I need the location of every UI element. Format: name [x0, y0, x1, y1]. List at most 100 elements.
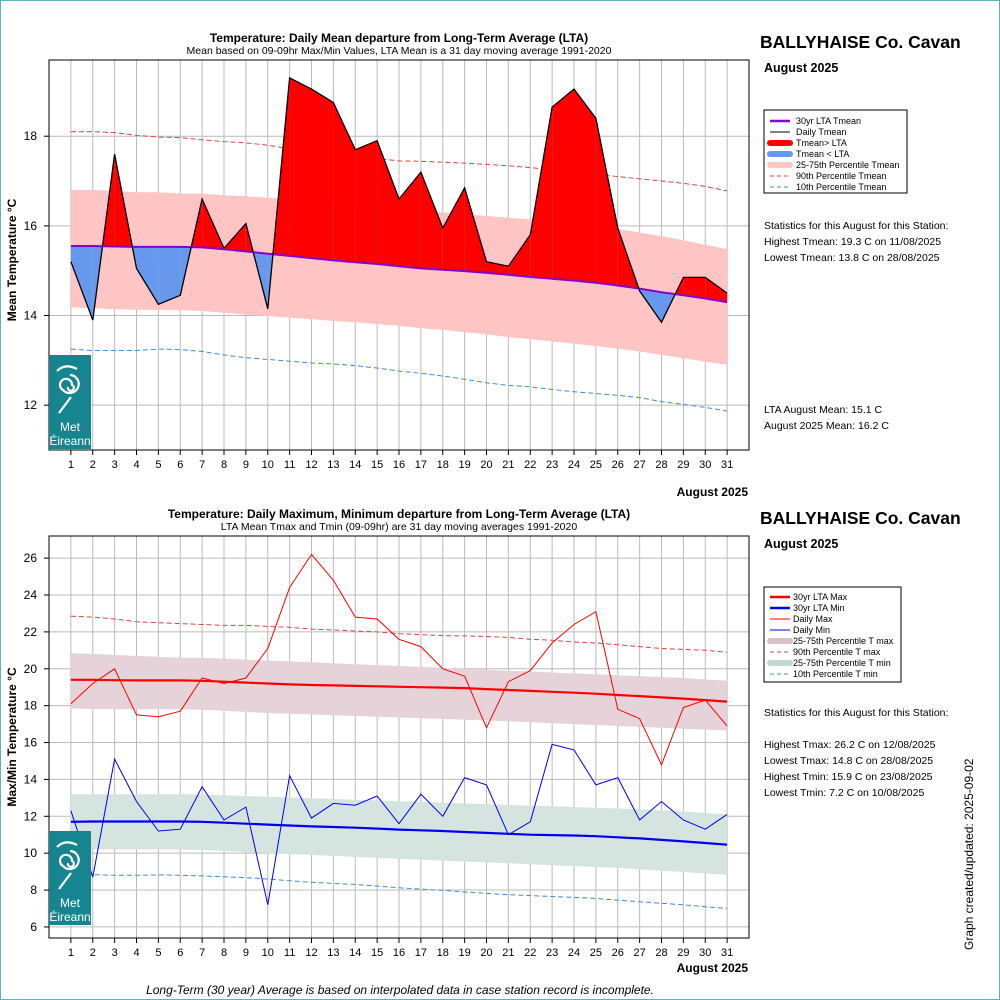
bottom-x-tick-label: 2 — [90, 947, 96, 959]
top-x-tick-label: 7 — [199, 459, 205, 471]
bottom-y-tick-label: 22 — [24, 625, 38, 639]
area-below-lta — [136, 246, 159, 305]
top-x-tick-label: 21 — [502, 459, 514, 471]
top-x-tick-label: 26 — [612, 459, 624, 471]
logo-text-met: Met — [60, 896, 81, 910]
bottom-line-daily-min — [70, 743, 728, 905]
bottom-month: August 2025 — [764, 537, 838, 551]
legend-label: 90th Percentile T max — [793, 647, 881, 657]
bottom-x-tick-label: 8 — [221, 947, 227, 959]
top-x-ticks: 1 2 3 4 5 6 7 8 9 10 11 12 13 14 15 16 17 18 19 20 21 22 23 24 2… — [68, 450, 733, 471]
legend-label: Daily Max — [793, 614, 833, 624]
bottom-x-tick-label: 4 — [133, 947, 139, 959]
spiral-icon — [56, 841, 80, 890]
met-eireann-logo — [49, 831, 91, 925]
top-x-tick-label: 13 — [327, 459, 339, 471]
area-above-lta — [355, 140, 378, 264]
area-above-lta — [442, 187, 465, 272]
bottom-x-tick-label: 31 — [721, 947, 733, 959]
top-x-tick-label: 19 — [459, 459, 471, 471]
top-x-tick-label: 3 — [112, 459, 118, 471]
graph-created-label: Graph created/updated: 2025-09-02 — [962, 758, 976, 950]
legend-label: 90th Percentile Tmean — [796, 171, 886, 181]
bottom-x-tick-label: 13 — [327, 947, 339, 959]
area-below-lta — [158, 246, 181, 305]
bottom-line-daily-max — [70, 553, 728, 766]
top-x-tick-label: 24 — [568, 459, 580, 471]
bottom-x-tick-label: 26 — [612, 947, 624, 959]
bottom-x-tick-label: 5 — [155, 947, 161, 959]
bottom-y-tick-label: 18 — [24, 699, 38, 713]
top-x-tick-label: 10 — [262, 459, 274, 471]
top-x-tick-label: 27 — [634, 459, 646, 471]
bottom-x-tick-label: 18 — [437, 947, 449, 959]
footer-note: Long-Term (30 year) Average is based on … — [146, 983, 654, 997]
top-x-tick-label: 8 — [221, 459, 227, 471]
area-above-lta — [399, 172, 421, 269]
bottom-x-tick-label: 30 — [699, 947, 711, 959]
bottom-plot-area — [49, 536, 749, 938]
legend-label: Tmean < LTA — [796, 149, 849, 159]
top-x-tick-label: 2 — [90, 459, 96, 471]
top-lta-mean: LTA August Mean: 15.1 C — [764, 404, 883, 416]
bottom-y-tick-label: 14 — [24, 772, 38, 786]
area-above-lta — [705, 277, 728, 303]
top-month-mean: August 2025 Mean: 16.2 C — [764, 420, 889, 432]
bottom-y-axis-label: Max/Min Temperature °C — [5, 667, 19, 807]
bottom-y-tick-label: 16 — [24, 736, 38, 750]
top-x-tick-label: 23 — [546, 459, 558, 471]
bottom-x-tick-label: 14 — [349, 947, 361, 959]
top-line-p10 — [70, 348, 728, 412]
bottom-x-tick-label: 23 — [546, 947, 558, 959]
top-x-tick-label: 28 — [655, 459, 667, 471]
top-y-ticks: 12 14 16 18 — [24, 129, 49, 412]
bottom-y-tick-label: 12 — [24, 809, 38, 823]
bottom-legend: 30yr LTA Max 30yr LTA Min Daily Max Dail… — [763, 586, 902, 683]
bottom-y-tick-label: 10 — [24, 846, 38, 860]
top-x-tick-label: 4 — [133, 459, 139, 471]
legend-label: 30yr LTA Tmean — [796, 116, 861, 126]
bottom-y-tick-label: 20 — [24, 662, 38, 676]
top-month: August 2025 — [764, 61, 838, 75]
bottom-x-tick-label: 27 — [634, 947, 646, 959]
area-above-lta — [508, 234, 531, 277]
top-legend: 30yr LTA Tmean Daily Tmean Tmean> LTA Tm… — [763, 109, 908, 194]
bottom-x-tick-label: 15 — [371, 947, 383, 959]
bottom-x-tick-label: 16 — [393, 947, 405, 959]
top-stat-highest: Highest Tmean: 19.3 C on 11/08/2025 — [764, 236, 941, 248]
bottom-stat-lowest-tmax: Lowest Tmax: 14.8 C on 28/08/2025 — [764, 755, 933, 767]
top-line-daily-tmean — [70, 76, 728, 324]
bottom-chart-subtitle: LTA Mean Tmax and Tmin (09-09hr) are 31 … — [221, 521, 578, 533]
area-above-lta — [574, 89, 596, 283]
bottom-x-tick-label: 11 — [284, 947, 295, 959]
area-above-lta — [530, 107, 553, 279]
bottom-stats-heading: Statistics for this August for this Stat… — [764, 707, 948, 719]
top-y-axis-label: Mean Temperature °C — [5, 198, 19, 321]
bottom-line-lta-min — [70, 820, 728, 846]
met-eireann-logo — [49, 355, 91, 449]
bottom-x-tick-label: 21 — [502, 947, 514, 959]
bottom-legend-box — [763, 586, 902, 683]
top-x-tick-label: 29 — [677, 459, 689, 471]
legend-label: Daily Tmean — [796, 127, 846, 137]
top-x-tick-label: 17 — [415, 459, 427, 471]
legend-label: Tmean> LTA — [796, 138, 847, 148]
logo-text-eireann: Éireann — [49, 909, 90, 924]
top-x-tick-label: 12 — [305, 459, 317, 471]
area-above-lta — [333, 102, 356, 263]
bottom-logo: Met Éireann — [49, 831, 91, 925]
top-x-tick-label: 31 — [721, 459, 733, 471]
top-x-tick-label: 9 — [243, 459, 249, 471]
top-x-tick-label: 20 — [480, 459, 492, 471]
logo-text-eireann: Éireann — [49, 433, 90, 448]
bottom-x-tick-label: 17 — [415, 947, 427, 959]
top-line-lta-tmean — [70, 245, 728, 304]
bottom-y-ticks: 6 8 10 12 14 16 18 20 22 24 26 — [24, 551, 49, 934]
bottom-x-tick-label: 25 — [590, 947, 602, 959]
top-x-tick-label: 14 — [349, 459, 361, 471]
legend-label: 25-75th Percentile T max — [793, 636, 894, 646]
bottom-y-tick-label: 24 — [24, 588, 38, 602]
bottom-y-tick-label: 6 — [30, 920, 37, 934]
bottom-band-tmax — [70, 653, 728, 731]
bottom-x-tick-label: 24 — [568, 947, 580, 959]
